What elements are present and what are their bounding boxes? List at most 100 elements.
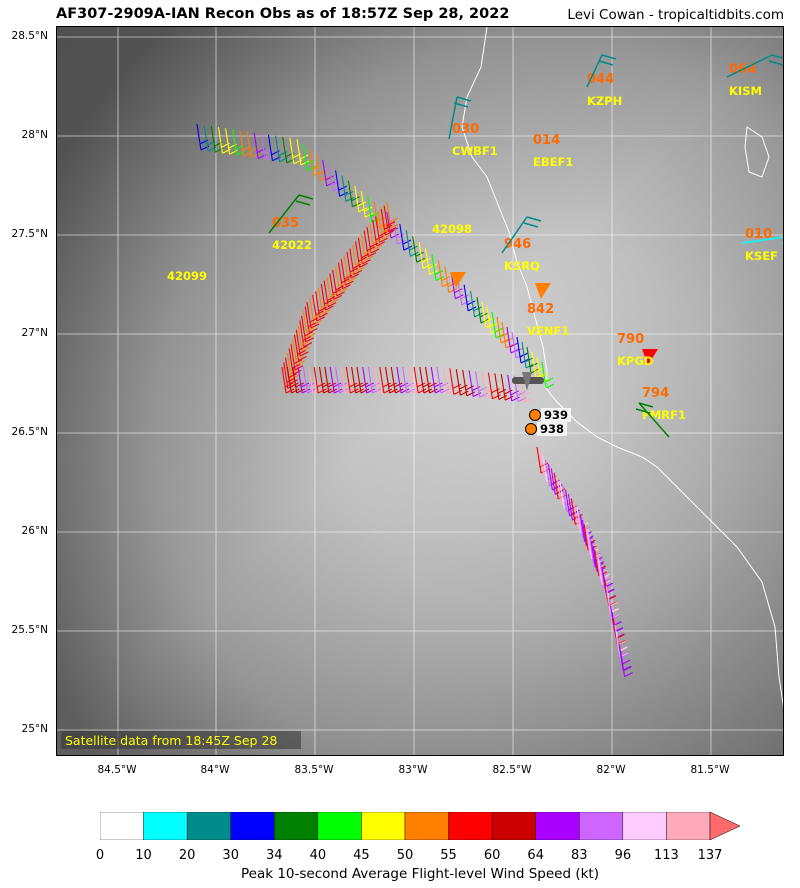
colorbar-cell xyxy=(274,812,319,840)
lon-label: 81.5°W xyxy=(690,764,730,776)
station-id-label: KSRQ xyxy=(504,259,540,273)
wind-barb xyxy=(292,366,305,394)
wind-barb xyxy=(405,230,419,257)
lat-label: 28°N xyxy=(21,129,48,141)
wind-barb xyxy=(413,366,427,394)
station-id-label: KSEF xyxy=(745,249,778,263)
wind-barb xyxy=(324,366,338,394)
station-value-label: 842 xyxy=(527,302,554,317)
wind-barb xyxy=(407,366,421,394)
flag-markers xyxy=(450,272,658,365)
wind-barb xyxy=(418,242,432,269)
wind-barb xyxy=(297,366,311,394)
colorbar-tick-label: 96 xyxy=(614,848,632,863)
wind-barb xyxy=(390,366,404,394)
lat-label: 27.5°N xyxy=(11,228,48,240)
wind-barb xyxy=(399,224,413,251)
satellite-map: 044KZPH064KISM030CWBF1014EBEF10354202294… xyxy=(56,26,784,756)
station-wind-barb xyxy=(741,236,783,245)
station-value-label: 014 xyxy=(533,133,560,148)
station-id-label: KISM xyxy=(729,84,762,98)
station-value-label: 794 xyxy=(642,386,669,401)
station-wind-barb xyxy=(448,96,472,140)
wind-barb xyxy=(494,373,508,400)
lat-label: 27°N xyxy=(21,327,48,339)
wind-barb xyxy=(329,366,343,394)
pressure-label-box xyxy=(541,408,571,422)
pressure-ob-label: 939 xyxy=(544,408,568,422)
wind-barb xyxy=(396,366,410,394)
colorbar-cell xyxy=(579,812,624,840)
colorbar-tick-label: 20 xyxy=(178,848,196,863)
colorbar-tick-label: 55 xyxy=(440,848,457,863)
wind-barb xyxy=(373,366,387,394)
wind-barb xyxy=(373,201,387,229)
pressure-ob-label: 938 xyxy=(540,422,564,436)
pressure-ob-marker xyxy=(529,409,541,421)
pressure-label-box xyxy=(537,422,567,436)
station-wind-barb xyxy=(501,216,542,254)
colorbar-cell xyxy=(622,812,667,840)
colorbar-cell xyxy=(404,812,449,840)
buoy-label: 42099 xyxy=(167,269,207,283)
lat-label: 28.5°N xyxy=(11,30,48,42)
wind-barb xyxy=(292,339,305,366)
chart-title: AF307-2909A-IAN Recon Obs as of 18:57Z S… xyxy=(56,6,510,22)
wind-speed-colorbar xyxy=(100,812,740,840)
lat-label: 26°N xyxy=(21,525,48,537)
station-id-label: VENF1 xyxy=(527,324,569,338)
wind-barb xyxy=(286,366,300,394)
colorbar-tick-label: 60 xyxy=(483,848,501,863)
colorbar-cell xyxy=(186,812,231,840)
wind-barb xyxy=(385,366,398,394)
wind-barb xyxy=(345,366,359,394)
colorbar-cell xyxy=(491,812,536,840)
wind-barb xyxy=(367,366,381,394)
wind-barb xyxy=(620,650,633,678)
wind-barb xyxy=(430,366,444,394)
wind-barb xyxy=(286,352,300,380)
colorbar-tick-label: 0 xyxy=(95,848,105,863)
wind-barb xyxy=(436,366,450,394)
wind-barb xyxy=(500,374,514,401)
wind-barb xyxy=(318,366,332,394)
satellite-note-box xyxy=(61,731,301,749)
aircraft-icon xyxy=(512,372,544,391)
flag-marker xyxy=(450,272,466,288)
wind-barb xyxy=(425,366,438,394)
wind-barb xyxy=(462,369,475,397)
wind-barb xyxy=(304,306,318,334)
wind-barb xyxy=(341,175,355,202)
wind-barb xyxy=(335,170,348,197)
station-id-label: KPGD xyxy=(617,354,653,368)
wind-barb xyxy=(322,159,335,187)
colorbar-extend xyxy=(709,812,740,840)
station-value-label: 030 xyxy=(452,122,479,137)
colorbar-cell xyxy=(666,812,711,840)
wind-barb xyxy=(293,334,307,361)
wind-barb xyxy=(507,374,520,402)
colorbar-tick-label: 30 xyxy=(222,848,239,863)
colorbar-cell xyxy=(230,812,275,840)
wind-barb xyxy=(360,191,374,218)
lon-label: 84°W xyxy=(200,764,230,776)
colorbar-tick-label: 64 xyxy=(527,848,544,863)
colorbar-tick-label: 45 xyxy=(353,848,370,863)
wind-barb xyxy=(425,248,438,275)
wind-barb xyxy=(442,367,456,395)
station-id-label: 42022 xyxy=(272,238,312,252)
map-canvas: 044KZPH064KISM030CWBF1014EBEF10354202294… xyxy=(57,27,783,755)
wind-barb xyxy=(351,366,364,394)
wind-barb xyxy=(302,366,316,394)
wind-barb xyxy=(306,301,320,329)
florida-coastline xyxy=(461,27,783,708)
colorbar-tick-label: 83 xyxy=(571,848,588,863)
buoy-label: 42098 xyxy=(432,222,472,236)
station-id-label: EBEF1 xyxy=(533,155,573,169)
wind-barb xyxy=(296,138,310,166)
wind-barb xyxy=(419,366,433,394)
wind-barb xyxy=(299,320,313,348)
wind-barb xyxy=(308,366,322,394)
station-wind-barb xyxy=(268,194,314,234)
wind-barb xyxy=(340,366,354,394)
